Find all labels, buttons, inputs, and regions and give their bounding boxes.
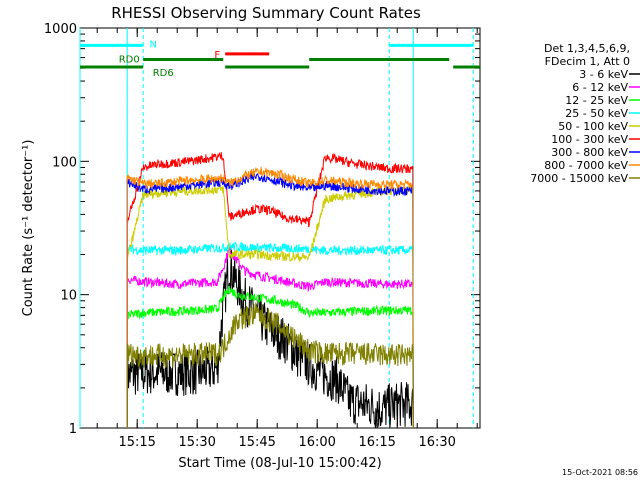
legend-entry-label: 800 - 7000 keV	[544, 159, 628, 172]
y-tick-label: 100	[52, 155, 77, 170]
y-axis-label: Count Rate (s⁻¹ detector⁻¹)	[21, 140, 36, 317]
timestamp: 15-Oct-2021 08:56	[562, 468, 638, 477]
series-line-7	[126, 171, 414, 429]
legend-entry-label: 6 - 12 keV	[572, 81, 628, 94]
legend-entry-label: 100 - 300 keV	[551, 133, 628, 146]
series-line-8	[126, 166, 414, 429]
series-line-2	[126, 245, 414, 429]
legend-entry-label: 300 - 800 keV	[551, 146, 628, 159]
series-line-5	[126, 183, 414, 429]
series-line-9	[126, 302, 414, 429]
legend-entry-label: 3 - 6 keV	[579, 68, 628, 81]
x-tick-label: 15:15	[118, 435, 155, 450]
legend-title-line-1: Det 1,3,4,5,6,9,	[544, 42, 630, 55]
flag-label-n: N	[149, 39, 156, 50]
series-line-6	[126, 152, 414, 429]
series-line-4	[126, 240, 414, 429]
y-tick-label: 1000	[44, 22, 77, 37]
flag-label-f: F	[214, 50, 220, 61]
x-tick-label: 16:00	[298, 435, 335, 450]
y-tick-label: 10	[60, 289, 77, 304]
x-tick-label: 16:15	[358, 435, 395, 450]
plot-layer: 1 10 100 1000 15:15 15:30 15:45 16:00 16:15 16:30…	[44, 22, 640, 450]
series-line-3	[126, 285, 414, 429]
x-axis-label: Start Time (08-Jul-10 15:00:42)	[178, 456, 381, 471]
series-line-1	[126, 248, 414, 429]
x-tick-label: 16:30	[418, 435, 455, 450]
chart-title: RHESSI Observing Summary Count Rates	[111, 4, 421, 22]
legend-entry-label: 7000 - 15000 keV	[530, 172, 628, 185]
legend-entry-label: 25 - 50 keV	[565, 107, 628, 120]
y-tick-label: 1	[69, 422, 77, 437]
legend-entry-label: 12 - 25 keV	[565, 94, 628, 107]
x-tick-label: 15:45	[238, 435, 275, 450]
legend-title-line-2: FDecim 1, Att 0	[545, 55, 630, 68]
x-tick-label: 15:30	[178, 435, 215, 450]
flag-label-rd6: RD6	[153, 68, 174, 79]
flag-label-rd0: RD0	[119, 55, 140, 66]
legend-entry-label: 50 - 100 keV	[558, 120, 628, 133]
